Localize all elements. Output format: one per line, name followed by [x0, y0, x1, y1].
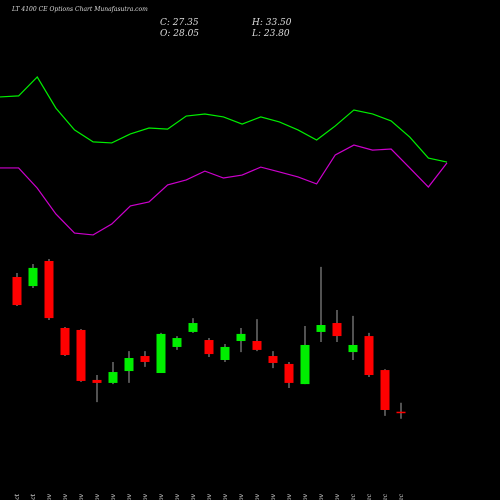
indicator-line [0, 144, 448, 236]
candle-body [396, 411, 406, 414]
x-tick-label: 04 Dec [398, 493, 405, 500]
x-tick-label: 07 Nov [94, 493, 101, 500]
candle-body [204, 340, 214, 355]
ohlc-label: L: 23.80 [251, 29, 290, 39]
x-tick-label: 27 Nov [318, 493, 325, 500]
candle-body [188, 323, 198, 332]
x-tick-label: 19 Nov [222, 493, 229, 500]
x-tick-label: 25 Nov [286, 493, 293, 500]
x-tick-label: 17 Nov [190, 493, 197, 500]
candle-body [44, 260, 54, 319]
x-tick-label: 03 Nov [46, 493, 53, 500]
candle-body [316, 325, 326, 332]
candle-body [284, 363, 294, 383]
candle-body [252, 341, 262, 350]
candle-body [220, 346, 230, 360]
x-tick-label: 10 Nov [110, 493, 117, 500]
x-tick-label: 30 Oct [14, 493, 21, 500]
candle-body [76, 329, 86, 381]
x-tick-label: 28 Nov [334, 493, 341, 500]
x-tick-label: 01 Dec [350, 493, 357, 500]
candle-body [380, 370, 390, 410]
candle-body [268, 356, 278, 363]
candle-body [236, 333, 246, 342]
candle-body [60, 327, 70, 356]
x-tick-label: 06 Nov [78, 493, 85, 500]
ohlc-label: H: 33.50 [251, 18, 292, 28]
candle-body [300, 344, 310, 385]
x-tick-label: 13 Nov [158, 493, 165, 500]
x-tick-label: 03 Dec [382, 493, 389, 500]
candle-body [28, 267, 38, 287]
candle-body [332, 323, 342, 337]
x-tick-label: 20 Nov [238, 493, 245, 500]
x-tick-label: 14 Nov [174, 493, 181, 500]
candle-body [108, 372, 118, 383]
chart-title: LT 4100 CE Options Chart Munafasutra.com [11, 6, 148, 13]
ohlc-label: C: 27.35 [160, 18, 199, 28]
candle-body [12, 276, 22, 306]
candle-body [140, 356, 150, 362]
candle-body [172, 338, 182, 347]
x-tick-label: 02 Dec [366, 493, 373, 500]
ohlc-label: O: 28.05 [160, 29, 199, 39]
candle-body [92, 379, 102, 383]
candle-body [348, 344, 358, 353]
x-tick-label: 24 Nov [270, 493, 277, 500]
indicator-line [0, 76, 448, 163]
x-tick-label: 04 Nov [62, 493, 69, 500]
candle-body [364, 336, 374, 376]
candle-body [124, 358, 134, 372]
x-tick-label: 12 Nov [142, 493, 149, 500]
x-tick-label: 31 Oct [30, 493, 37, 500]
x-tick-label: 11 Nov [126, 493, 133, 500]
candle-body [156, 333, 166, 374]
x-tick-label: 26 Nov [302, 493, 309, 500]
x-tick-label: 21 Nov [254, 493, 261, 500]
x-tick-label: 18 Nov [206, 493, 213, 500]
